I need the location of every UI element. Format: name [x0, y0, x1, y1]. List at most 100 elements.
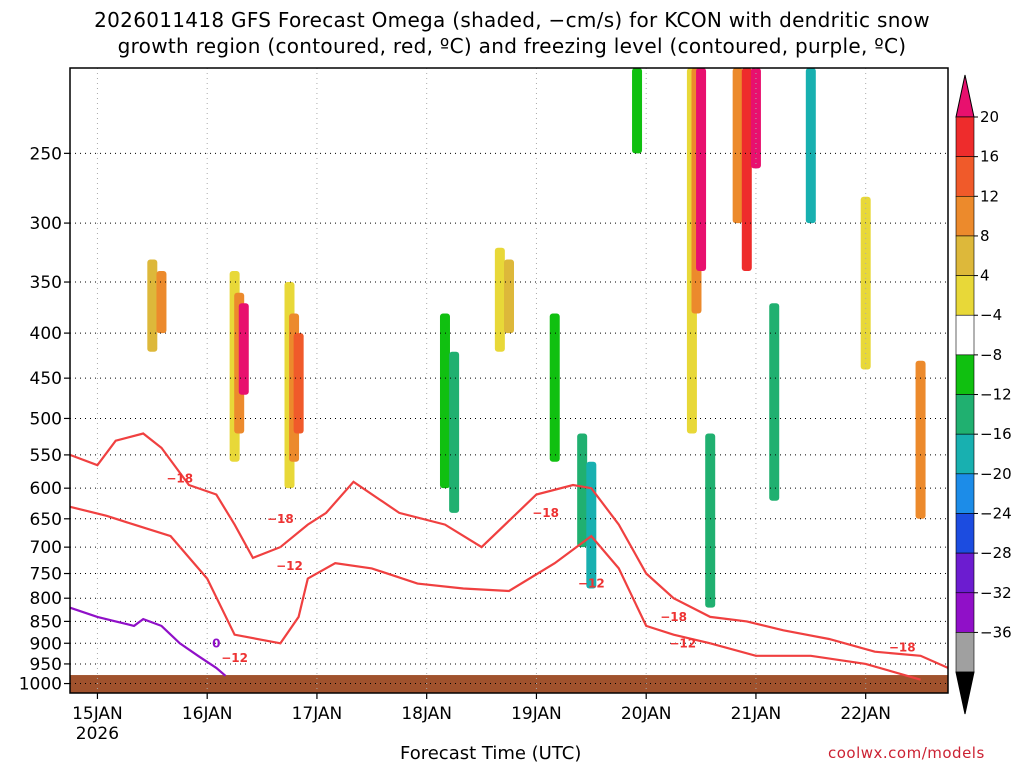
y-tick-label: 1000 [19, 675, 62, 695]
x-tick-label: 17JAN [292, 704, 343, 724]
dgz-contour-line [69, 432, 949, 669]
axes: 2503003504004505005506006507007508008509… [19, 67, 949, 744]
contour-label: −18 [166, 471, 193, 485]
omega-cell [732, 68, 743, 224]
y-tick-label: 600 [30, 479, 62, 499]
colorbar-label: −28 [980, 544, 1012, 562]
contour-label: −12 [669, 636, 696, 650]
omega-cell [439, 313, 450, 489]
contour-label: −18 [267, 512, 294, 526]
x-tick-label: 16JAN [182, 704, 233, 724]
y-tick-label: 450 [30, 369, 62, 389]
omega-cell [705, 433, 716, 608]
colorbar-label: −32 [980, 584, 1012, 602]
colorbar-segment [955, 552, 975, 594]
freezing-level-contour [69, 606, 227, 677]
omega-cell [586, 461, 597, 589]
y-tick-label: 400 [30, 324, 62, 344]
y-tick-label: 850 [30, 612, 62, 632]
colorbar-segment [955, 632, 975, 673]
x-year-label: 2026 [76, 724, 119, 744]
colorbar-label: −36 [980, 623, 1012, 641]
omega-cell [549, 313, 560, 462]
x-tick-label: 21JAN [731, 704, 782, 724]
source-credit: coolwx.com/models [828, 744, 985, 762]
contour-label: −12 [578, 577, 605, 591]
y-tick-label: 750 [30, 565, 62, 585]
y-tick-label: 950 [30, 655, 62, 675]
omega-cell [449, 351, 460, 513]
colorbar: 20 16 12 8 4 −4 −8 −12 −16 −20 −24 −28 −32 −36 [955, 74, 1012, 715]
terrain-fill [70, 675, 948, 693]
omega-cell [156, 270, 167, 334]
colorbar-max-arrow [955, 74, 975, 118]
colorbar-segment [955, 156, 975, 197]
contour-label: −12 [276, 559, 303, 573]
colorbar-label: −4 [980, 306, 1002, 324]
x-axis-label: Forecast Time (UTC) [400, 743, 582, 764]
x-tick-label: 22JAN [840, 704, 891, 724]
colorbar-segment [955, 116, 975, 157]
colorbar-segment [955, 354, 975, 395]
colorbar-segment [955, 473, 975, 514]
colorbar-segment [955, 513, 975, 554]
colorbar-segment [955, 394, 975, 435]
omega-cell [696, 68, 707, 271]
colorbar-label: −20 [980, 465, 1012, 483]
y-tick-label: 800 [30, 589, 62, 609]
omega-cell [805, 68, 816, 224]
dgz-contour-line [69, 505, 921, 681]
omega-cell [504, 259, 514, 334]
colorbar-segment [955, 195, 975, 237]
plot-area [70, 68, 948, 693]
colorbar-label: −8 [980, 346, 1002, 364]
omega-cell [238, 303, 249, 395]
y-tick-label: 500 [30, 409, 62, 429]
x-tick-label: 15JAN [72, 704, 123, 724]
colorbar-segment [955, 314, 975, 356]
colorbar-label: −16 [980, 425, 1012, 443]
colorbar-label: −12 [980, 386, 1012, 404]
omega-cell [494, 247, 505, 352]
y-tick-label: 350 [30, 273, 62, 293]
colorbar-label: −24 [980, 504, 1012, 522]
chart-title-line-2: growth region (contoured, red, ºC) and f… [117, 34, 907, 58]
colorbar-label: 16 [980, 148, 999, 166]
plot-frame [69, 67, 949, 694]
omega-cell [915, 360, 926, 519]
chart-title-line-1: 2026011418 GFS Forecast Omega (shaded, −… [94, 8, 930, 32]
colorbar-segment [955, 592, 975, 633]
y-tick-label: 300 [30, 214, 62, 234]
contours: −18 −18 −12 −12 −18 −12 −18 −12 −18 0 [69, 432, 949, 681]
contour-label: −18 [889, 640, 916, 654]
colorbar-segment [955, 235, 975, 276]
y-tick-label: 650 [30, 510, 62, 530]
x-tick-label: 20JAN [621, 704, 672, 724]
omega-cell [577, 433, 588, 548]
y-tick-label: 550 [30, 446, 62, 466]
omega-cell [147, 259, 158, 352]
contour-label: −18 [532, 506, 559, 520]
contour-label: −18 [660, 610, 687, 624]
y-tick-label: 900 [30, 634, 62, 654]
y-tick-label: 250 [30, 144, 62, 164]
omega-cell [741, 68, 752, 271]
colorbar-label: 20 [980, 108, 999, 126]
omega-cell [632, 68, 643, 154]
colorbar-min-arrow [955, 671, 975, 715]
colorbar-label: 12 [980, 187, 999, 205]
plot-background [70, 68, 948, 693]
contour-label: −12 [221, 651, 248, 665]
x-tick-label: 18JAN [401, 704, 452, 724]
omega-cell [293, 333, 304, 434]
colorbar-label: 8 [980, 227, 990, 245]
y-tick-label: 700 [30, 538, 62, 558]
colorbar-segment [955, 433, 975, 475]
omega-cell [769, 303, 780, 501]
grid-lines [70, 68, 948, 693]
contour-label: 0 [212, 636, 220, 650]
colorbar-label: 4 [980, 267, 990, 285]
colorbar-segment [955, 275, 975, 316]
x-tick-label: 19JAN [511, 704, 562, 724]
